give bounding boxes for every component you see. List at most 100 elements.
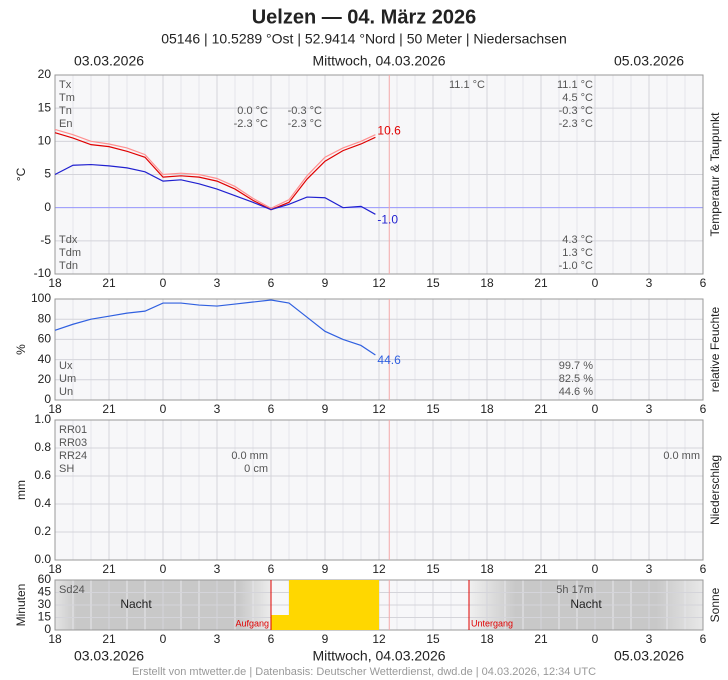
date: 03.03.2026 (74, 648, 144, 664)
stat-label: Tx (59, 79, 72, 91)
title: Uelzen — 04. März 2026 (252, 6, 477, 28)
x-tick-label: 6 (700, 562, 707, 576)
bar (289, 580, 307, 630)
stat-value: 99.7 % (559, 360, 593, 372)
x-tick-label: 9 (322, 562, 329, 576)
stat-value: 11.1 °C (557, 79, 593, 91)
x-tick-label: 21 (534, 276, 548, 290)
x-tick-label: 21 (102, 402, 116, 416)
value-label: 10.6 (377, 124, 401, 138)
stat-label: Tdm (59, 247, 81, 259)
line (54, 128, 376, 210)
bar (343, 580, 361, 630)
x-tick-label: 0 (160, 276, 167, 290)
y-tick-label: 0.6 (34, 468, 51, 482)
y-tick-label: 60 (38, 572, 52, 586)
x-tick-label: 12 (372, 276, 386, 290)
x-tick-label: 18 (48, 276, 62, 290)
side-label: relative Feuchte (708, 306, 722, 392)
bar (307, 580, 325, 630)
x-tick-label: 18 (48, 632, 62, 646)
x-tick-label: 6 (268, 632, 275, 646)
side-label: Sonne (708, 587, 722, 622)
x-tick-label: 0 (592, 562, 599, 576)
y-tick-label: 0.0 (34, 552, 51, 566)
stat-label: RR03 (59, 437, 87, 449)
stat-label: Tdx (59, 234, 78, 246)
annotation: Nacht (570, 597, 602, 611)
y-tick-label: 0.2 (34, 524, 51, 538)
y-axis-label: Minuten (14, 584, 28, 627)
y-tick-label: 100 (31, 291, 51, 305)
x-tick-label: 3 (646, 402, 653, 416)
x-tick-label: 18 (480, 562, 494, 576)
y-tick-label: -10 (34, 266, 52, 280)
x-tick-label: 18 (48, 562, 62, 576)
x-tick-label: 0 (592, 276, 599, 290)
x-tick-label: 18 (480, 632, 494, 646)
x-tick-label: 21 (534, 632, 548, 646)
y-tick-label: 0.4 (34, 496, 51, 510)
x-tick-label: 9 (322, 402, 329, 416)
y-axis-label: °C (14, 167, 28, 181)
footer: Erstellt von mtwetter.de | Datenbasis: D… (132, 666, 596, 678)
x-tick-label: 6 (268, 562, 275, 576)
y-tick-label: 20 (38, 67, 52, 81)
y-tick-label: 1.0 (34, 412, 51, 426)
x-tick-label: 0 (592, 632, 599, 646)
stat-label: Tm (59, 92, 75, 104)
line (54, 299, 376, 356)
stat-value: 4.5 °C (562, 92, 593, 104)
x-tick-label: 18 (480, 402, 494, 416)
stat-value: -2.3 °C (559, 118, 593, 130)
stat-label: Tdn (59, 260, 78, 272)
x-tick-label: 15 (426, 276, 440, 290)
event-label: Aufgang (235, 618, 269, 628)
line (54, 132, 376, 211)
x-tick-label: 21 (534, 402, 548, 416)
x-tick-label: 3 (646, 276, 653, 290)
x-tick-label: 6 (700, 276, 707, 290)
x-tick-label: 0 (592, 402, 599, 416)
bar (325, 580, 343, 630)
y-tick-label: -5 (40, 233, 51, 247)
plot-frame (54, 419, 704, 561)
y-tick-label: 45 (38, 585, 52, 599)
x-tick-label: 15 (426, 562, 440, 576)
x-tick-label: 21 (534, 562, 548, 576)
bar (271, 615, 289, 630)
date: 05.03.2026 (614, 53, 684, 69)
y-tick-label: 30 (38, 597, 52, 611)
subtitle: 05146 | 10.5289 °Ost | 52.9414 °Nord | 5… (161, 31, 567, 47)
y-tick-label: 0 (44, 392, 51, 406)
stat-label: RR01 (59, 424, 87, 436)
stat-value: 5h 17m (556, 584, 593, 596)
stat-value: -2.3 °C (234, 118, 268, 130)
stat-value: -0.3 °C (559, 105, 593, 117)
date: 05.03.2026 (614, 648, 684, 664)
stat-value: 44.6 % (559, 386, 593, 398)
x-tick-label: 0 (160, 632, 167, 646)
stat-label: En (59, 118, 72, 130)
x-tick-label: 6 (700, 632, 707, 646)
x-tick-label: 6 (268, 276, 275, 290)
y-tick-label: 10 (38, 134, 52, 148)
x-tick-label: 21 (102, 562, 116, 576)
x-tick-label: 12 (372, 632, 386, 646)
value-label: -1.0 (377, 212, 398, 226)
x-tick-label: 21 (102, 276, 116, 290)
y-tick-label: 0 (44, 622, 51, 636)
x-tick-label: 12 (372, 402, 386, 416)
x-tick-label: 21 (102, 632, 116, 646)
bar (361, 580, 379, 630)
plot-frame (54, 298, 704, 401)
date: Mittwoch, 04.03.2026 (312, 53, 445, 69)
stat-label: RR24 (59, 450, 87, 462)
x-tick-label: 6 (268, 402, 275, 416)
side-label: Niederschlag (708, 455, 722, 525)
x-tick-label: 15 (426, 402, 440, 416)
date: 03.03.2026 (74, 53, 144, 69)
y-tick-label: 60 (38, 332, 52, 346)
stat-value: -1.0 °C (559, 260, 593, 272)
